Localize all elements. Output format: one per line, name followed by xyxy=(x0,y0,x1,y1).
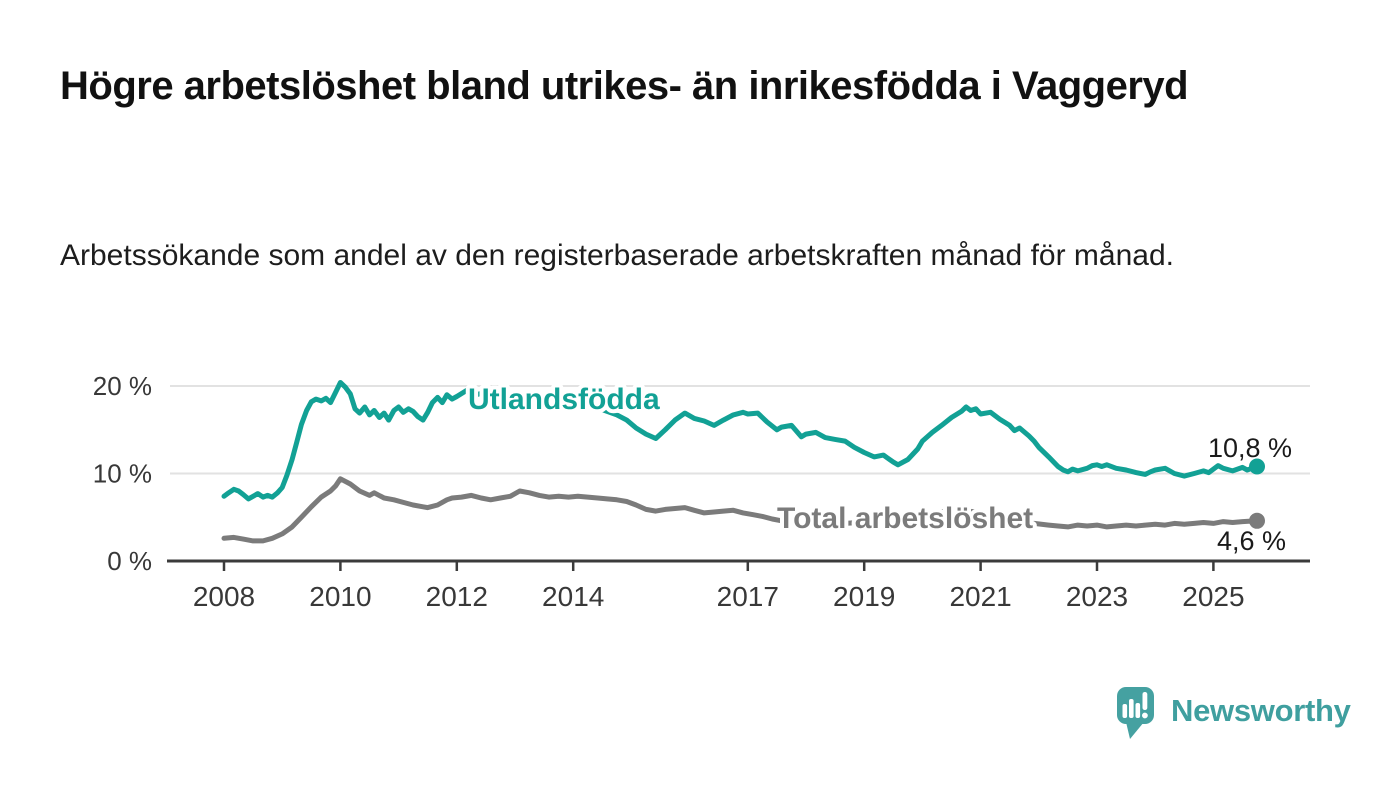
x-tick-label: 2008 xyxy=(193,581,255,612)
x-tick-label: 2017 xyxy=(717,581,779,612)
x-tick-label: 2014 xyxy=(542,581,604,612)
end-value-utlandsfodda: 10,8 % xyxy=(1208,433,1292,463)
page-title: Högre arbetslöshet bland utrikes- än inr… xyxy=(60,64,1189,108)
series-end-dots xyxy=(1249,458,1265,529)
x-tick-label: 2019 xyxy=(833,581,895,612)
y-tick-label: 10 % xyxy=(93,459,152,489)
x-tick-label: 2025 xyxy=(1182,581,1244,612)
x-axis xyxy=(167,559,1310,571)
y-axis-labels: 0 % 10 % 20 % xyxy=(93,371,152,576)
page-subtitle: Arbetssökande som andel av den registerb… xyxy=(60,239,1174,272)
series-line-utlandsfodda xyxy=(221,380,1260,502)
x-tick-label: 2021 xyxy=(949,581,1011,612)
newsworthy-branding: Newsworthy xyxy=(1116,686,1351,740)
x-axis-labels: 2008 2010 2012 2014 2017 2019 2021 2023 2025 xyxy=(193,581,1245,612)
gridlines xyxy=(170,385,1310,475)
series-label-total-arbetsloshet: Total arbetslöshet xyxy=(777,502,1033,535)
series-lines xyxy=(221,380,1260,544)
series-end-dot-utlandsfodda xyxy=(1249,458,1265,475)
x-tick-label: 2012 xyxy=(426,581,488,612)
series-end-dot-total-arbetsloshet xyxy=(1249,512,1265,529)
y-tick-label: 0 % xyxy=(107,546,152,576)
series-line-total-arbetsloshet xyxy=(221,476,1260,544)
end-value-total-arbetsloshet: 4,6 % xyxy=(1217,526,1286,556)
y-tick-label: 20 % xyxy=(93,371,152,401)
x-tick-label: 2010 xyxy=(309,581,371,612)
newsworthy-wordmark: Newsworthy xyxy=(1171,693,1351,728)
x-tick-label: 2023 xyxy=(1066,581,1128,612)
newsworthy-logo-icon xyxy=(1117,687,1154,739)
series-label-utlandsfodda: Utlandsfödda xyxy=(468,383,660,416)
